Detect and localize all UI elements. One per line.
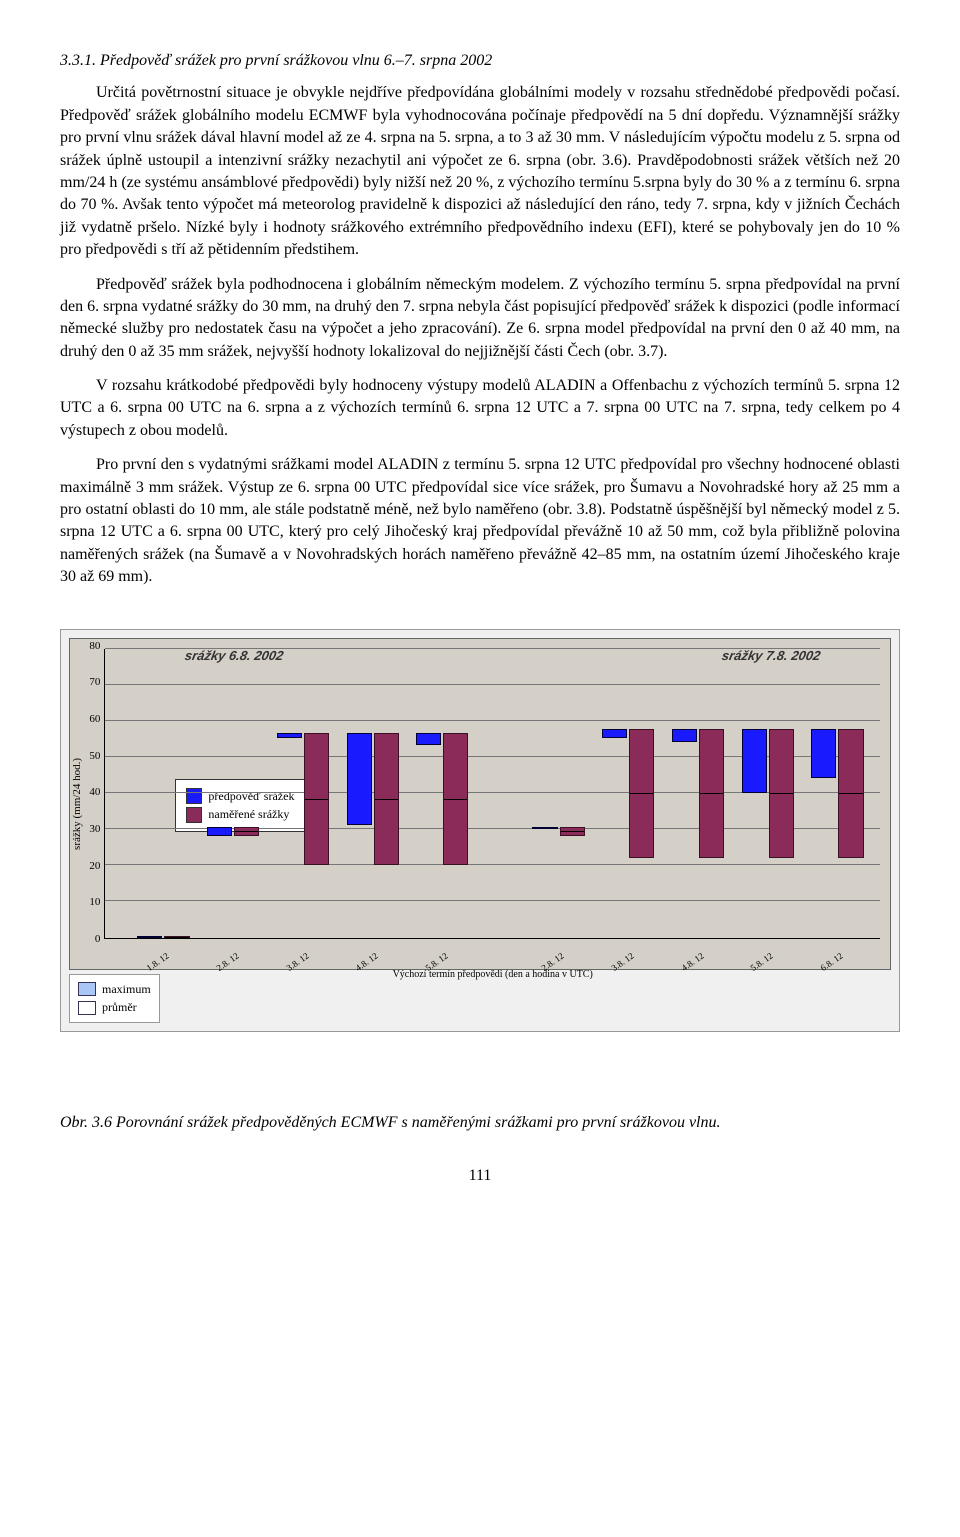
gridline <box>105 720 880 721</box>
bar-group <box>276 733 330 938</box>
bar-predicted <box>416 733 441 746</box>
bar-predicted <box>742 729 767 793</box>
y-tick: 80 <box>89 639 104 676</box>
bar-measured <box>374 733 399 866</box>
figure-caption: Obr. 3.6 Porovnání srážek předpověděných… <box>60 1112 900 1134</box>
legend-avg-label: průměr <box>102 999 137 1016</box>
bar-predicted <box>137 936 162 938</box>
bar-predicted <box>347 733 372 826</box>
bar-group <box>741 729 795 938</box>
bar-measured <box>234 827 259 836</box>
bar-group <box>810 729 864 938</box>
bar-group <box>136 936 190 938</box>
bar-group <box>346 733 400 938</box>
y-tick: 10 <box>89 895 104 932</box>
y-tick: 20 <box>89 859 104 896</box>
chart-container: srážky (mm/24 hod.) 80706050403020100 sr… <box>60 629 900 1033</box>
gridline <box>105 684 880 685</box>
paragraph: Určitá povětrnostní situace je obvykle n… <box>60 82 900 261</box>
bar-predicted <box>602 729 627 738</box>
chart-group-title-right: srážky 7.8. 2002 <box>720 647 822 665</box>
bar-predicted <box>207 827 232 836</box>
bar-predicted <box>811 729 836 778</box>
paragraph: Pro první den s vydatnými srážkami model… <box>60 454 900 588</box>
y-axis-ticks: 80706050403020100 <box>89 639 104 969</box>
bar-measured <box>443 733 468 866</box>
bar-measured <box>699 729 724 858</box>
chart-plot: srážky (mm/24 hod.) 80706050403020100 sr… <box>69 638 891 970</box>
y-tick: 60 <box>89 712 104 749</box>
bar-group <box>206 827 260 938</box>
bar-measured <box>838 729 863 858</box>
bar-measured <box>769 729 794 858</box>
bar-group <box>671 729 725 938</box>
section-heading: 3.3.1. Předpověď srážek pro první srážko… <box>60 50 900 72</box>
y-tick: 40 <box>89 785 104 822</box>
y-tick: 50 <box>89 749 104 786</box>
y-tick: 30 <box>89 822 104 859</box>
legend-max-label: maximum <box>102 981 151 998</box>
bar-measured <box>629 729 654 858</box>
y-tick: 70 <box>89 675 104 712</box>
bar-predicted <box>277 733 302 739</box>
chart-group-title-left: srážky 6.8. 2002 <box>184 647 286 665</box>
bar-measured <box>304 733 329 866</box>
paragraph: Předpověď srážek byla podhodnocena i glo… <box>60 274 900 364</box>
bar-measured <box>164 936 189 938</box>
chart-legend-stats: maximum průměr <box>69 974 160 1024</box>
bar-group <box>531 827 585 938</box>
bar-group <box>415 733 469 938</box>
page-number: 111 <box>60 1165 900 1187</box>
bar-group <box>601 729 655 938</box>
bar-measured <box>560 827 585 836</box>
paragraph: V rozsahu krátkodobé předpovědi byly hod… <box>60 375 900 442</box>
y-axis-label: srážky (mm/24 hod.) <box>70 758 85 850</box>
y-tick: 0 <box>89 932 104 969</box>
bar-predicted <box>532 827 557 829</box>
plot-area: srážky 6.8. 2002 srážky 7.8. 2002 předpo… <box>104 649 880 939</box>
gridline <box>105 648 880 649</box>
bar-predicted <box>672 729 697 742</box>
